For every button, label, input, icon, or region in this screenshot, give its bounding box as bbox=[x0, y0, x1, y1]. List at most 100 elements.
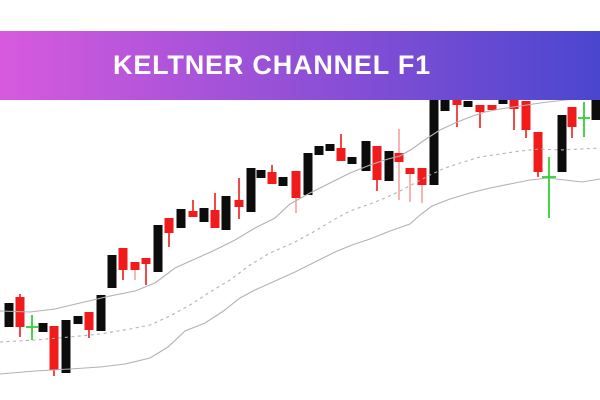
candlestick bbox=[210, 193, 220, 228]
candlestick bbox=[314, 146, 324, 155]
candle-body bbox=[210, 210, 220, 228]
candle-body bbox=[417, 168, 427, 185]
candlestick bbox=[567, 107, 577, 138]
candle-body bbox=[405, 168, 415, 174]
doji-cross bbox=[26, 315, 38, 340]
candle-body bbox=[452, 98, 462, 105]
candle-body bbox=[96, 295, 106, 331]
candlestick bbox=[188, 200, 198, 217]
candlestick bbox=[475, 105, 485, 128]
candle-body bbox=[199, 208, 209, 222]
candlestick bbox=[130, 262, 140, 280]
candle-body bbox=[84, 312, 94, 330]
candlestick bbox=[278, 177, 288, 186]
candle-body bbox=[130, 262, 140, 270]
candle-body bbox=[498, 97, 508, 104]
candlestick bbox=[246, 168, 256, 212]
candlestick bbox=[509, 100, 519, 130]
candle-body bbox=[118, 248, 128, 270]
keltner-upper-band-line bbox=[0, 96, 600, 313]
candle-body bbox=[153, 225, 163, 272]
candlestick bbox=[429, 100, 439, 185]
candlestick bbox=[521, 101, 531, 138]
candlestick bbox=[164, 218, 174, 247]
candlestick bbox=[267, 165, 277, 184]
candle-body bbox=[164, 218, 174, 233]
candlestick bbox=[487, 105, 497, 110]
candle-body bbox=[347, 157, 357, 164]
candlestick bbox=[96, 295, 106, 331]
candle-body bbox=[256, 170, 266, 178]
candle-body bbox=[49, 326, 59, 370]
candlestick bbox=[361, 141, 371, 171]
candle-body bbox=[107, 255, 117, 288]
candlestick bbox=[384, 151, 394, 181]
candle-body bbox=[176, 209, 186, 228]
candlestick bbox=[498, 97, 508, 104]
candlestick bbox=[107, 255, 117, 288]
candlestick bbox=[452, 98, 462, 127]
doji-cross bbox=[578, 102, 590, 137]
candlestick bbox=[405, 168, 415, 202]
candlestick bbox=[291, 171, 301, 213]
candle-body bbox=[336, 148, 346, 161]
title-banner: KELTNER CHANNEL F1 bbox=[0, 31, 600, 100]
candle-body bbox=[73, 316, 83, 324]
candlestick bbox=[591, 98, 600, 120]
candle-body bbox=[246, 168, 256, 212]
candlestick bbox=[336, 134, 346, 161]
candlestick bbox=[61, 320, 71, 373]
candle-body bbox=[591, 98, 600, 120]
candle-body bbox=[567, 107, 577, 127]
candle-body bbox=[325, 144, 335, 151]
doji-cross bbox=[542, 157, 556, 218]
candle-body bbox=[475, 105, 485, 112]
candlestick bbox=[38, 323, 48, 332]
candle-body bbox=[267, 172, 277, 184]
candle-body bbox=[487, 105, 497, 110]
candlestick bbox=[84, 312, 94, 338]
candle-body bbox=[291, 171, 301, 198]
candlestick bbox=[141, 258, 151, 285]
candle-body bbox=[533, 132, 543, 172]
candle-body bbox=[141, 258, 151, 264]
candle-body bbox=[557, 115, 567, 172]
candlestick bbox=[199, 208, 209, 222]
candle-body bbox=[188, 211, 198, 217]
candle-body bbox=[429, 100, 439, 185]
candle-body bbox=[278, 177, 288, 186]
candlestick bbox=[118, 248, 128, 280]
candlestick bbox=[234, 178, 244, 219]
page-title: KELTNER CHANNEL F1 bbox=[113, 50, 431, 80]
candle-body bbox=[4, 303, 14, 327]
candlestick bbox=[15, 294, 25, 337]
candle-body bbox=[384, 151, 394, 181]
candle-body bbox=[509, 100, 519, 109]
candlestick bbox=[440, 98, 450, 111]
candle-body bbox=[463, 101, 473, 107]
candlestick bbox=[394, 129, 404, 200]
candle-body bbox=[394, 153, 404, 162]
candlestick bbox=[73, 316, 83, 324]
keltner-middle-line bbox=[0, 147, 600, 343]
candlestick bbox=[325, 144, 335, 151]
candle-body bbox=[61, 320, 71, 373]
candlestick bbox=[256, 170, 266, 178]
candlestick bbox=[49, 326, 59, 376]
candlestick bbox=[533, 132, 543, 177]
candlestick bbox=[176, 209, 186, 228]
candlestick bbox=[221, 196, 231, 230]
candle-body bbox=[303, 153, 313, 195]
candlestick bbox=[557, 115, 567, 172]
candle-body bbox=[361, 141, 371, 171]
candle-body bbox=[221, 196, 231, 230]
candle-body bbox=[440, 98, 450, 111]
candlestick bbox=[463, 101, 473, 107]
candle-body bbox=[521, 101, 531, 130]
candlestick bbox=[153, 225, 163, 272]
candle-body bbox=[38, 323, 48, 332]
candle-body bbox=[234, 200, 244, 207]
candle-body bbox=[314, 146, 324, 155]
candlestick bbox=[303, 153, 313, 195]
